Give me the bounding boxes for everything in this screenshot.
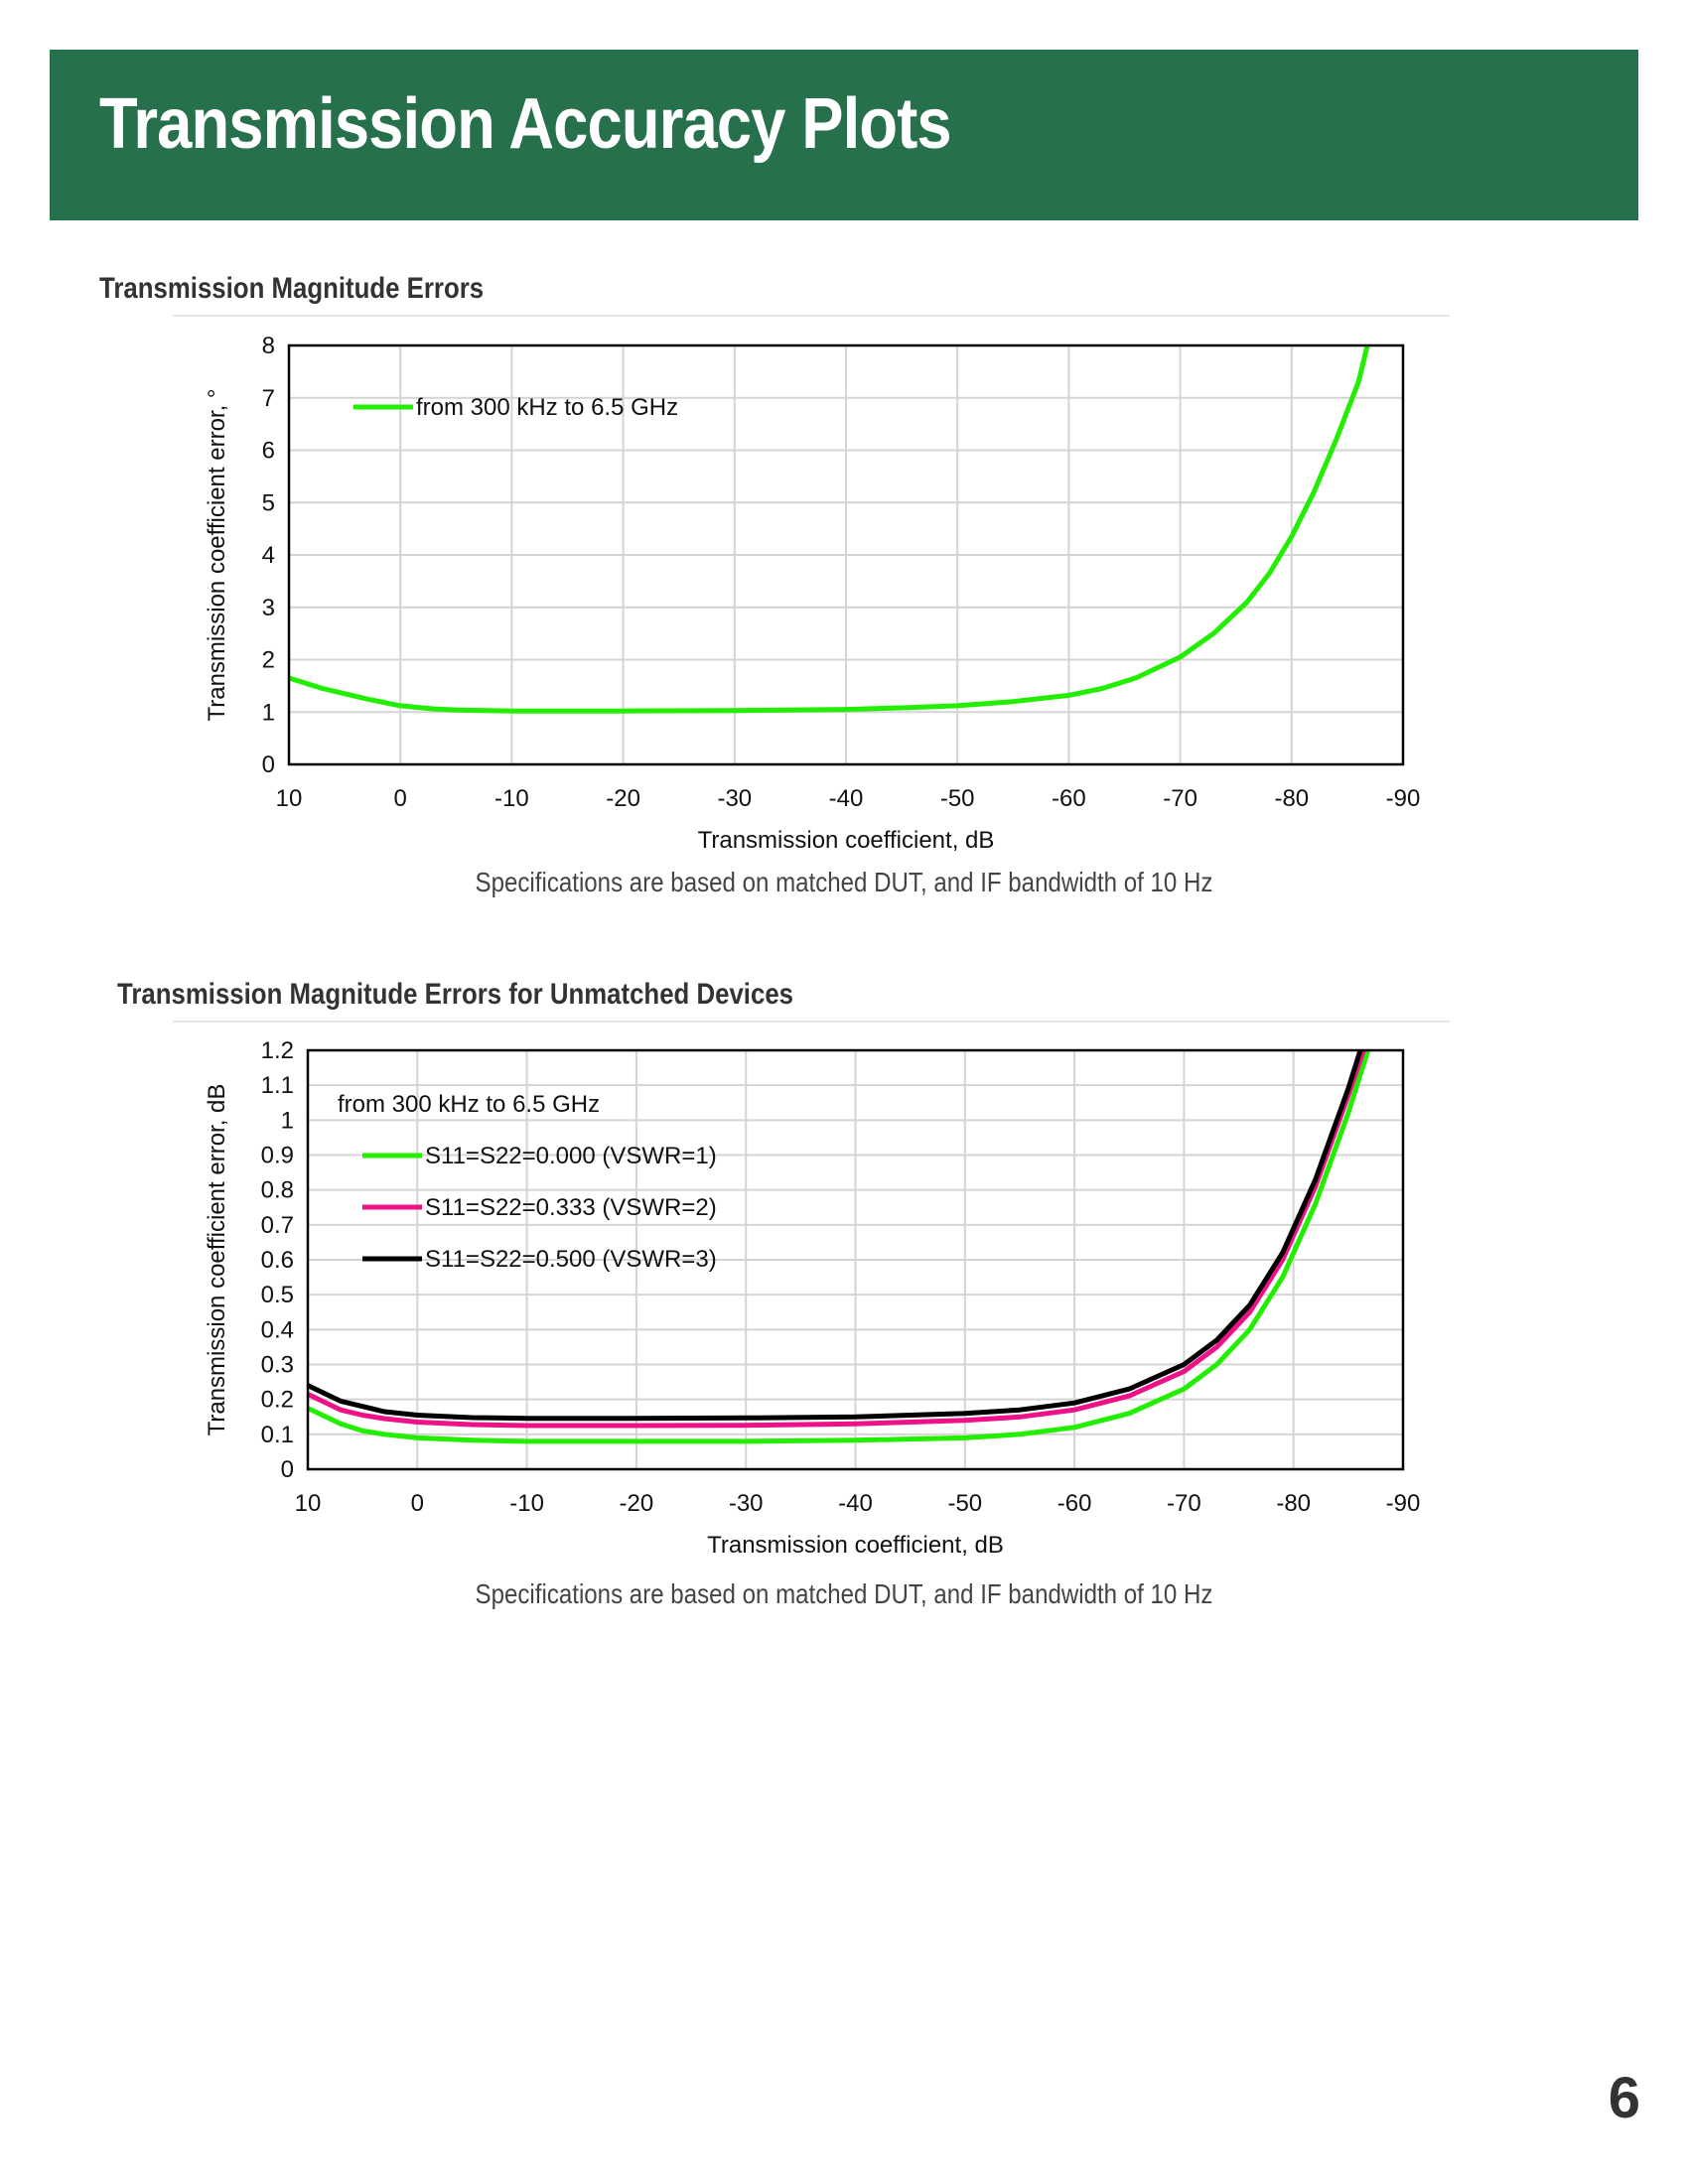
- section-divider: [173, 1021, 1450, 1023]
- y-tick-label: 4: [262, 542, 275, 569]
- page-title: Transmission Accuracy Plots: [99, 84, 952, 164]
- y-tick-label: 3: [262, 595, 275, 621]
- x-tick-label: -80: [1276, 1490, 1311, 1517]
- series-line: [308, 1049, 1363, 1422]
- y-tick-label: 0.6: [261, 1247, 294, 1274]
- x-tick-label: -80: [1274, 785, 1309, 812]
- section-title-magnitude-errors: Transmission Magnitude Errors: [99, 272, 485, 305]
- x-tick-label: -20: [606, 785, 640, 812]
- x-tick-label: -20: [620, 1490, 654, 1517]
- x-tick-label: 0: [411, 1490, 424, 1517]
- x-tick-label: -50: [947, 1490, 982, 1517]
- y-tick-label: 0.8: [261, 1177, 294, 1204]
- y-tick-label: 5: [262, 489, 275, 516]
- y-tick-label: 0.2: [261, 1387, 294, 1414]
- x-axis-title: Transmission coefficient, dB: [707, 1532, 1004, 1559]
- plot-area-border: [287, 343, 1405, 766]
- x-tick-label: -90: [1386, 785, 1421, 812]
- legend: from 300 kHz to 6.5 GHz S11=S22=0.000 (VS…: [338, 1091, 717, 1273]
- y-tick-label: 1: [262, 699, 275, 726]
- y-tick-label: 2: [262, 647, 275, 674]
- legend-label: from 300 kHz to 6.5 GHz: [416, 394, 678, 421]
- x-tick-label: -30: [729, 1490, 764, 1517]
- legend-header: from 300 kHz to 6.5 GHz: [338, 1091, 600, 1118]
- x-tick-label: -90: [1386, 1490, 1421, 1517]
- magnitude-errors-chart: 10 0 -10 -20 -30 -40 -50 -60 -70 -80 -90012345678T…: [204, 333, 1421, 854]
- x-tick-label: -10: [509, 1490, 544, 1517]
- y-tick-label: 1: [281, 1107, 294, 1134]
- series-line: [308, 1049, 1366, 1429]
- x-tick-label: -50: [940, 785, 975, 812]
- y-tick-label: 8: [262, 333, 275, 359]
- legend-label: S11=S22=0.500 (VSWR=3): [425, 1246, 717, 1273]
- y-tick-label: 1.2: [261, 1037, 294, 1064]
- x-tick-label: 0: [394, 785, 407, 812]
- x-tick-label: -60: [1052, 785, 1086, 812]
- y-axis-title: Transmission coefficient error, dB: [204, 1084, 230, 1436]
- chart-caption: Specifications are based on matched DUT,…: [475, 867, 1213, 897]
- y-axis-title: Transmission coefficient error, °: [204, 388, 230, 721]
- series-line: [308, 1049, 1371, 1444]
- legend: from 300 kHz to 6.5 GHz: [353, 394, 678, 421]
- header-banner: Transmission Accuracy Plots: [50, 50, 1638, 220]
- y-tick-label: 0: [281, 1456, 294, 1483]
- x-tick-label: -30: [717, 785, 752, 812]
- y-tick-label: 1.1: [261, 1072, 294, 1099]
- y-tick-label: 7: [262, 385, 275, 412]
- x-tick-label: -70: [1163, 785, 1197, 812]
- unmatched-devices-chart: 10 0 -10 -20 -30 -40 -50 -60 -70 -80 -9000.10.20.3…: [204, 1037, 1421, 1559]
- y-tick-label: 0.4: [261, 1316, 294, 1343]
- y-tick-label: 0.3: [261, 1352, 294, 1379]
- x-axis-title: Transmission coefficient, dB: [698, 827, 995, 854]
- chart-caption: Specifications are based on matched DUT,…: [475, 1578, 1213, 1609]
- x-tick-label: 10: [276, 785, 303, 812]
- x-tick-label: -40: [838, 1490, 873, 1517]
- y-tick-label: 0.9: [261, 1143, 294, 1169]
- section-divider: [173, 315, 1450, 317]
- section-title-unmatched-devices: Transmission Magnitude Errors for Unmatc…: [117, 978, 794, 1011]
- x-tick-label: -10: [494, 785, 529, 812]
- y-tick-label: 0.1: [261, 1422, 294, 1448]
- plot-area-border: [306, 1048, 1405, 1471]
- x-tick-label: -60: [1057, 1490, 1092, 1517]
- y-tick-label: 6: [262, 438, 275, 465]
- y-tick-label: 0.5: [261, 1282, 294, 1308]
- legend-label: S11=S22=0.000 (VSWR=1): [425, 1143, 717, 1169]
- series-line: [289, 344, 1370, 714]
- x-tick-label: 10: [295, 1490, 322, 1517]
- page-number: 6: [1608, 2066, 1640, 2130]
- y-tick-label: 0: [262, 751, 275, 778]
- legend-label: S11=S22=0.333 (VSWR=2): [425, 1194, 717, 1221]
- x-tick-label: -70: [1167, 1490, 1201, 1517]
- x-tick-label: -40: [829, 785, 864, 812]
- y-tick-label: 0.7: [261, 1212, 294, 1239]
